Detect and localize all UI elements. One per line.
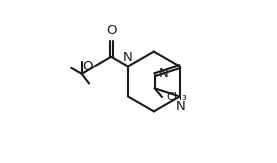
- Text: N: N: [122, 51, 132, 64]
- Text: N: N: [158, 67, 168, 80]
- Text: O: O: [106, 24, 116, 37]
- Text: N: N: [176, 100, 185, 113]
- Text: O: O: [83, 60, 93, 74]
- Text: CH₃: CH₃: [166, 92, 187, 102]
